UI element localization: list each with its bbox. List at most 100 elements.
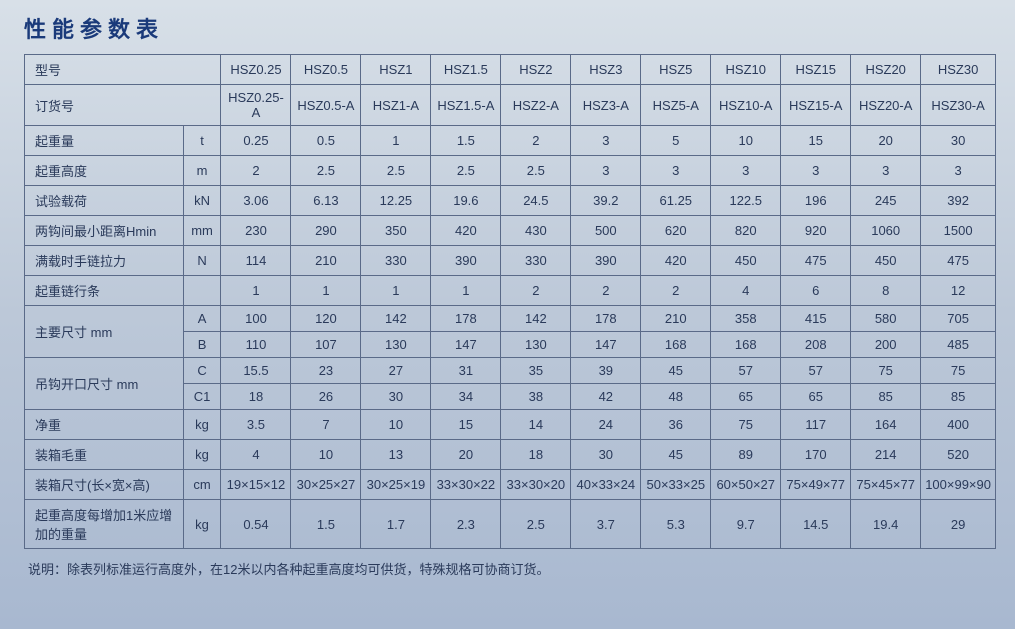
row-label: 装箱尺寸(长×宽×高) bbox=[25, 470, 184, 500]
data-cell: 75×49×77 bbox=[781, 470, 851, 500]
data-cell: 48 bbox=[641, 384, 711, 410]
data-cell: 30 bbox=[361, 384, 431, 410]
unit-cell: kg bbox=[183, 440, 221, 470]
data-cell: 400 bbox=[921, 410, 996, 440]
table-row: 装箱尺寸(长×宽×高)cm19×15×1230×25×2730×25×1933×… bbox=[25, 470, 996, 500]
table-row: 起重链行条111122246812 bbox=[25, 276, 996, 306]
data-cell: 12.25 bbox=[361, 186, 431, 216]
data-cell: 100×99×90 bbox=[921, 470, 996, 500]
row-label: 净重 bbox=[25, 410, 184, 440]
row-label: 订货号 bbox=[25, 85, 221, 126]
model-cell: HSZ10 bbox=[711, 55, 781, 85]
row-label: 起重高度每增加1米应增加的重量 bbox=[25, 500, 184, 549]
data-cell: 12 bbox=[921, 276, 996, 306]
spec-table: 型号HSZ0.25HSZ0.5HSZ1HSZ1.5HSZ2HSZ3HSZ5HSZ… bbox=[24, 54, 996, 549]
data-cell: 114 bbox=[221, 246, 291, 276]
data-cell: 200 bbox=[851, 332, 921, 358]
unit-cell: t bbox=[183, 126, 221, 156]
data-cell: 7 bbox=[291, 410, 361, 440]
model-cell: HSZ15 bbox=[781, 55, 851, 85]
data-cell: 178 bbox=[571, 306, 641, 332]
data-cell: 50×33×25 bbox=[641, 470, 711, 500]
unit-cell bbox=[183, 276, 221, 306]
order-cell: HSZ2-A bbox=[501, 85, 571, 126]
data-cell: 170 bbox=[781, 440, 851, 470]
data-cell: 210 bbox=[641, 306, 711, 332]
data-cell: 485 bbox=[921, 332, 996, 358]
data-cell: 3 bbox=[571, 156, 641, 186]
data-cell: 1 bbox=[221, 276, 291, 306]
data-cell: 178 bbox=[431, 306, 501, 332]
page-title: 性能参数表 bbox=[24, 12, 997, 44]
data-cell: 245 bbox=[851, 186, 921, 216]
unit-cell: kg bbox=[183, 500, 221, 549]
data-cell: 39 bbox=[571, 358, 641, 384]
data-cell: 85 bbox=[921, 384, 996, 410]
data-cell: 142 bbox=[501, 306, 571, 332]
row-label: 起重高度 bbox=[25, 156, 184, 186]
data-cell: 30 bbox=[921, 126, 996, 156]
data-cell: 230 bbox=[221, 216, 291, 246]
row-label: 起重量 bbox=[25, 126, 184, 156]
table-row: 订货号HSZ0.25-AHSZ0.5-AHSZ1-AHSZ1.5-AHSZ2-A… bbox=[25, 85, 996, 126]
data-cell: 142 bbox=[361, 306, 431, 332]
data-cell: 0.25 bbox=[221, 126, 291, 156]
data-cell: 75 bbox=[921, 358, 996, 384]
data-cell: 35 bbox=[501, 358, 571, 384]
data-cell: 61.25 bbox=[641, 186, 711, 216]
data-cell: 164 bbox=[851, 410, 921, 440]
order-cell: HSZ1-A bbox=[361, 85, 431, 126]
data-cell: 10 bbox=[711, 126, 781, 156]
data-cell: 1 bbox=[361, 126, 431, 156]
table-row: 净重kg3.57101514243675117164400 bbox=[25, 410, 996, 440]
order-cell: HSZ30-A bbox=[921, 85, 996, 126]
data-cell: 2.5 bbox=[431, 156, 501, 186]
data-cell: 3 bbox=[641, 156, 711, 186]
data-cell: 2 bbox=[501, 276, 571, 306]
data-cell: 3.06 bbox=[221, 186, 291, 216]
data-cell: 30×25×19 bbox=[361, 470, 431, 500]
data-cell: 620 bbox=[641, 216, 711, 246]
sub-label: B bbox=[183, 332, 221, 358]
data-cell: 350 bbox=[361, 216, 431, 246]
data-cell: 57 bbox=[711, 358, 781, 384]
data-cell: 3 bbox=[921, 156, 996, 186]
data-cell: 33×30×22 bbox=[431, 470, 501, 500]
model-cell: HSZ2 bbox=[501, 55, 571, 85]
row-label: 两钩间最小距离Hmin bbox=[25, 216, 184, 246]
data-cell: 13 bbox=[361, 440, 431, 470]
data-cell: 580 bbox=[851, 306, 921, 332]
data-cell: 31 bbox=[431, 358, 501, 384]
data-cell: 30×25×27 bbox=[291, 470, 361, 500]
data-cell: 27 bbox=[361, 358, 431, 384]
table-row: 吊钩开口尺寸 mmC15.523273135394557577575 bbox=[25, 358, 996, 384]
data-cell: 14.5 bbox=[781, 500, 851, 549]
data-cell: 358 bbox=[711, 306, 781, 332]
data-cell: 14 bbox=[501, 410, 571, 440]
table-row: 两钩间最小距离Hminmm230290350420430500620820920… bbox=[25, 216, 996, 246]
data-cell: 210 bbox=[291, 246, 361, 276]
data-cell: 147 bbox=[431, 332, 501, 358]
table-row: 起重量t0.250.511.523510152030 bbox=[25, 126, 996, 156]
data-cell: 107 bbox=[291, 332, 361, 358]
row-label: 满载时手链拉力 bbox=[25, 246, 184, 276]
data-cell: 415 bbox=[781, 306, 851, 332]
data-cell: 75 bbox=[711, 410, 781, 440]
data-cell: 4 bbox=[221, 440, 291, 470]
data-cell: 2.3 bbox=[431, 500, 501, 549]
order-cell: HSZ15-A bbox=[781, 85, 851, 126]
data-cell: 10 bbox=[291, 440, 361, 470]
data-cell: 1.5 bbox=[291, 500, 361, 549]
unit-cell: m bbox=[183, 156, 221, 186]
data-cell: 38 bbox=[501, 384, 571, 410]
table-row: 起重高度每增加1米应增加的重量kg0.541.51.72.32.53.75.39… bbox=[25, 500, 996, 549]
order-cell: HSZ20-A bbox=[851, 85, 921, 126]
data-cell: 2 bbox=[571, 276, 641, 306]
data-cell: 3 bbox=[781, 156, 851, 186]
data-cell: 57 bbox=[781, 358, 851, 384]
data-cell: 20 bbox=[431, 440, 501, 470]
data-cell: 85 bbox=[851, 384, 921, 410]
data-cell: 420 bbox=[641, 246, 711, 276]
data-cell: 1060 bbox=[851, 216, 921, 246]
data-cell: 122.5 bbox=[711, 186, 781, 216]
